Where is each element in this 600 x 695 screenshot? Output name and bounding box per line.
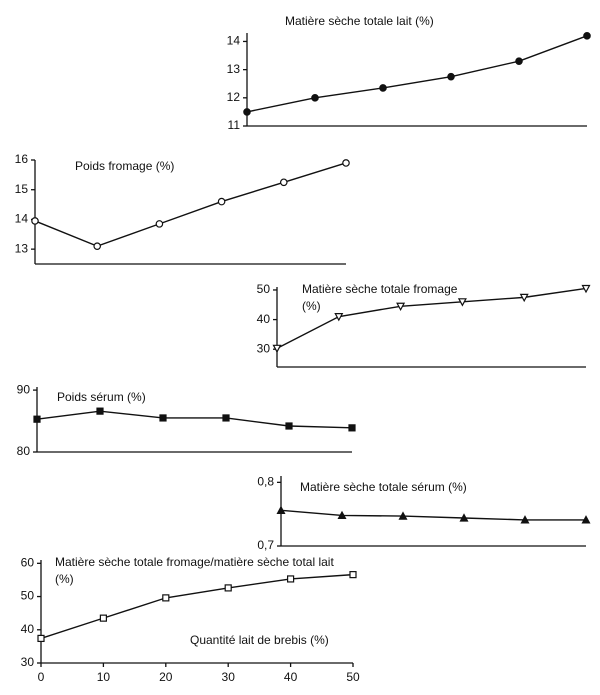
chart-title: (%) — [55, 572, 74, 586]
y-tick-label: 13 — [15, 241, 29, 255]
line — [246, 35, 588, 113]
point — [581, 515, 591, 524]
point — [457, 298, 467, 307]
line — [276, 287, 587, 349]
point — [334, 313, 344, 322]
line — [34, 162, 347, 247]
point — [276, 505, 286, 514]
y-tick-label: 60 — [21, 555, 35, 569]
point — [224, 584, 232, 592]
y-tick-label: 50 — [257, 282, 271, 296]
x-tick-label: 40 — [284, 670, 298, 684]
point — [581, 284, 591, 294]
point — [519, 293, 529, 303]
point — [272, 344, 282, 354]
y-tick-label: 40 — [257, 312, 271, 326]
point — [243, 108, 251, 116]
x-tick-label: 10 — [97, 670, 111, 684]
point — [162, 594, 170, 602]
x-tick-label: 30 — [222, 670, 236, 684]
point — [349, 571, 357, 579]
line — [280, 509, 586, 521]
point — [520, 515, 530, 524]
y-tick-label: 11 — [228, 118, 241, 132]
y-tick-label: 40 — [21, 622, 35, 636]
point — [222, 414, 230, 422]
x-tick-label: 0 — [38, 670, 45, 684]
point — [33, 415, 41, 423]
point — [96, 407, 104, 415]
x-axis-label: Quantité lait de brebis (%) — [190, 633, 329, 647]
x-tick-label: 20 — [159, 670, 173, 684]
point — [31, 217, 39, 225]
chart-title: Matière sèche totale sérum (%) — [300, 480, 467, 494]
chart-title: Matière sèche totale fromage — [302, 282, 458, 296]
point — [37, 634, 45, 643]
y-tick-label: 0,8 — [257, 475, 274, 489]
point — [155, 220, 164, 228]
point — [99, 614, 108, 622]
chart-title: Matière sèche totale lait (%) — [285, 14, 434, 28]
y-tick-label: 16 — [15, 152, 29, 166]
x-tick-label: 50 — [346, 670, 360, 684]
point — [342, 159, 350, 167]
chart-title: Poids fromage (%) — [75, 159, 174, 173]
point — [279, 178, 288, 187]
y-tick-label: 30 — [21, 655, 35, 669]
y-tick-label: 90 — [17, 382, 31, 396]
point — [459, 513, 469, 522]
chart-title: Poids sérum (%) — [57, 390, 146, 404]
point — [379, 84, 387, 92]
y-tick-label: 50 — [21, 589, 35, 603]
y-tick-label: 15 — [15, 182, 29, 196]
point — [311, 94, 319, 102]
point — [583, 32, 591, 40]
y-tick-label: 14 — [227, 34, 241, 48]
point — [396, 302, 406, 312]
y-tick-label: 12 — [227, 90, 241, 104]
y-tick-label: 0,7 — [257, 538, 274, 552]
chart-title: Matière sèche totale fromage/matière sèc… — [55, 555, 334, 569]
point — [337, 510, 347, 520]
line — [40, 573, 354, 640]
point — [217, 197, 226, 206]
line — [36, 410, 353, 429]
point — [93, 242, 102, 250]
y-tick-label: 80 — [17, 444, 31, 458]
y-tick-label: 14 — [15, 212, 29, 226]
point — [348, 424, 356, 432]
chart-title: (%) — [302, 299, 321, 313]
point — [515, 57, 523, 65]
y-tick-label: 13 — [227, 62, 241, 76]
point — [447, 72, 455, 81]
point — [285, 422, 293, 430]
point — [398, 511, 408, 520]
point — [287, 575, 295, 583]
y-tick-label: 30 — [257, 341, 271, 355]
point — [159, 414, 167, 422]
